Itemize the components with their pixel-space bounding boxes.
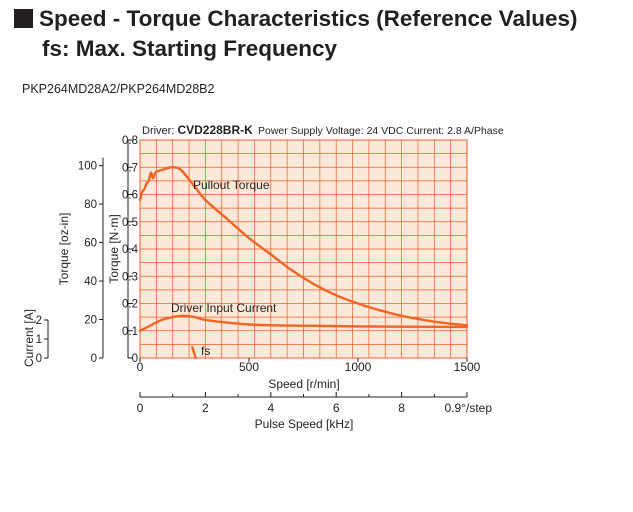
x-tick-label: 1000 <box>345 360 372 374</box>
fs-curve <box>191 345 197 360</box>
y-tick-label-current: 1 <box>36 334 42 346</box>
x-tick-label: 500 <box>239 360 259 374</box>
series-label-fs: fs <box>201 344 210 358</box>
y-tick-label-nm: 0.5 <box>122 217 138 229</box>
heading-title-text: Speed - Torque Characteristics (Referenc… <box>39 6 578 31</box>
bullet-square-icon <box>14 9 33 28</box>
x-axis-label-speed: Speed [r/min] <box>268 377 339 391</box>
y-axis-label-nm: Torque [N·m] <box>107 214 121 283</box>
conditions-label: Power Supply Voltage: 24 VDC Current: 2.… <box>258 125 504 137</box>
y-tick-label-current: 0 <box>36 353 42 365</box>
y-axis-label-current: Current [A] <box>22 309 36 367</box>
y-tick-label-ozin: 60 <box>84 238 97 250</box>
x2-tick-label: 6 <box>333 401 340 415</box>
y-tick-label-current: 2 <box>36 315 42 327</box>
x-axis-label-pulse: Pulse Speed [kHz] <box>255 417 354 431</box>
heading-subtitle: fs: Max. Starting Frequency <box>42 36 338 61</box>
y-tick-label-ozin: 40 <box>84 276 97 288</box>
plot-frame <box>139 139 468 359</box>
x2-tick-label: 4 <box>267 401 274 415</box>
y-tick-label-nm: 0.3 <box>122 271 138 283</box>
model-number: PKP264MD28A2/PKP264MD28B2 <box>22 82 215 96</box>
y-tick-label-nm: 0.4 <box>122 244 139 256</box>
y-tick-label-nm: 0.1 <box>122 326 138 338</box>
x-axis-speed: 0 500 1000 1500 <box>137 358 481 374</box>
x-tick-label: 0 <box>137 360 144 374</box>
y-tick-label-ozin: 0 <box>91 353 97 365</box>
series-label-driver-input-current: Driver Input Current <box>171 301 277 315</box>
x2-tick-label: 0 <box>137 401 144 415</box>
y-axis-ozin: 0 20 40 60 80 100 <box>78 157 104 365</box>
y-tick-label-nm: 0.6 <box>122 190 138 202</box>
y-tick-label-ozin: 100 <box>78 161 97 173</box>
driver-label: Driver: CVD228BR-K <box>142 123 253 137</box>
y-tick-label-ozin: 80 <box>84 199 97 211</box>
x2-unit-label: 0.9°/step <box>445 401 493 415</box>
y-tick-label-nm: 0.8 <box>122 135 138 147</box>
y-tick-label-nm: 0.2 <box>122 299 138 311</box>
grid <box>139 139 468 359</box>
x-axis-pulse-speed: 0 2 4 6 8 0.9°/step <box>137 392 493 415</box>
x-tick-label: 1500 <box>454 360 481 374</box>
y-tick-label-nm: 0.7 <box>122 162 138 174</box>
x2-tick-label: 8 <box>398 401 405 415</box>
y-tick-label-nm: 0 <box>132 353 138 365</box>
driver-input-current-curve <box>138 314 469 332</box>
y-axis-nm: 0 0.1 0.2 0.3 0.4 0.5 0.6 0.7 0.8 <box>122 135 139 365</box>
curves <box>138 165 469 360</box>
x2-tick-label: 2 <box>202 401 209 415</box>
y-axis-current: 0 1 2 <box>36 315 49 365</box>
heading: Speed - Torque Characteristics (Referenc… <box>14 4 578 64</box>
y-tick-label-ozin: 20 <box>84 315 97 327</box>
heading-title: Speed - Torque Characteristics (Referenc… <box>14 4 578 34</box>
series-label-pullout-torque: Pullout Torque <box>193 178 270 192</box>
pullout-torque-curve <box>138 165 469 327</box>
y-axis-label-ozin: Torque [oz-in] <box>57 213 71 286</box>
